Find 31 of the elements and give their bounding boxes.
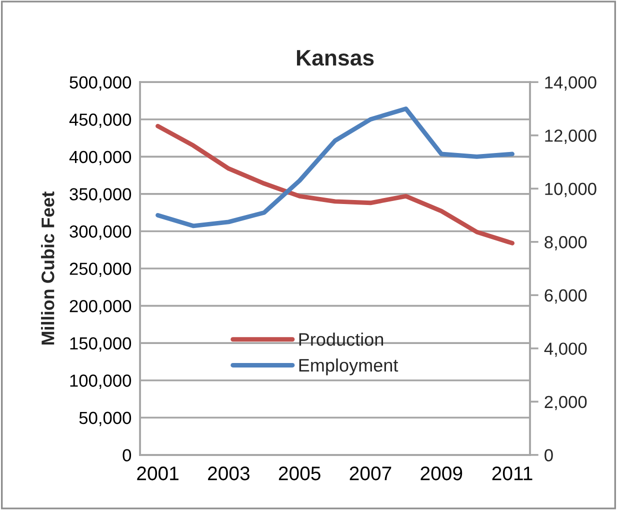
y2-tick-label: 6,000: [544, 289, 587, 304]
y-tick-label: 400,000: [69, 150, 132, 166]
y-tick-label: 500,000: [70, 76, 132, 91]
line-series: [156, 124, 515, 246]
x-tick-label: 2009: [420, 466, 462, 480]
y2-tick-label: 8,000: [544, 236, 587, 250]
y2-tick-label: 4,000: [544, 342, 587, 357]
y-tick-label: 450,000: [69, 114, 132, 128]
y-tick-label: 50,000: [79, 412, 132, 426]
y-tick-label: 350,000: [70, 188, 132, 202]
y2-tick-label: 12,000: [545, 130, 596, 144]
x-tick-label: 2003: [208, 466, 250, 480]
y2-tick-label: 10,000: [545, 182, 596, 198]
y2-tick-label: 14,000: [545, 76, 596, 91]
legend-label: Employment: [299, 358, 398, 376]
x-tick-label: 2011: [492, 466, 532, 480]
line-series: [156, 106, 515, 228]
y-tick-label: 150,000: [70, 337, 132, 352]
y-tick-label: 0: [122, 449, 132, 462]
y-tick-label: 250,000: [70, 262, 132, 278]
x-tick-label: 2005: [278, 466, 320, 480]
y-axis-title: Million Cubic Feet: [41, 191, 54, 345]
y2-tick-label: 0: [544, 449, 553, 462]
x-tick-label: 2007: [350, 466, 392, 480]
y-tick-label: 200,000: [70, 300, 132, 314]
legend-label: Production: [299, 332, 384, 346]
y-tick-label: 100,000: [70, 374, 132, 389]
y-tick-label: 300,000: [70, 225, 132, 240]
chart-title: Kansas: [296, 50, 374, 66]
y2-tick-label: 2,000: [544, 396, 587, 410]
x-tick-label: 2001: [137, 466, 178, 480]
